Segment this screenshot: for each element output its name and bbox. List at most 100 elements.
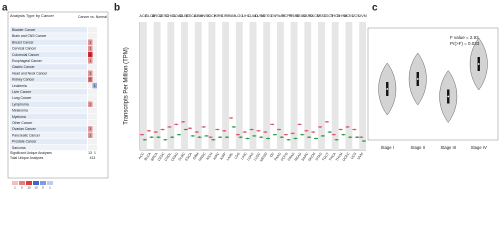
row-label: Lung Cancer — [12, 96, 32, 100]
legend-swatch — [47, 181, 53, 185]
footer-label: Significant Unique Analyses — [10, 151, 52, 155]
category-label: KIRC — [214, 14, 223, 18]
median-dot — [346, 126, 349, 128]
x-tick-label: PCPG — [280, 151, 289, 161]
category-label: GBM — [194, 14, 203, 18]
median-dot — [342, 133, 345, 136]
cell-value: 1 — [94, 84, 96, 88]
median-dot — [356, 136, 358, 139]
row-bg — [10, 70, 87, 76]
category-label: SARC — [303, 14, 314, 18]
cell-down — [92, 82, 97, 89]
row-label: Ovarian Cancer — [12, 127, 37, 131]
panel-label: c — [372, 3, 378, 14]
x-tick-label: UCS — [350, 151, 358, 160]
category-label: LUSC — [255, 14, 265, 18]
median-dot — [271, 123, 274, 126]
median-dot — [312, 131, 315, 133]
footer-value: 13 — [88, 151, 92, 155]
x-tick-label: Stage IV — [471, 145, 487, 150]
median-dot — [150, 136, 153, 139]
row-bg — [10, 132, 87, 138]
cell-bg — [88, 138, 97, 145]
category-label: PRAD — [289, 14, 300, 18]
category-label: LUAD — [248, 14, 258, 18]
x-tick-label: THYM — [335, 152, 344, 162]
category-label: LGG — [235, 14, 243, 18]
x-tick-label: KICH — [206, 151, 214, 160]
row-label: Esophageal Cancer — [12, 59, 43, 63]
median-dot — [353, 128, 356, 131]
category-label: ACC — [139, 14, 147, 18]
category-label: PCPG — [282, 14, 293, 18]
median-dot — [246, 137, 249, 140]
median-dot — [267, 137, 269, 140]
median-dot — [198, 136, 201, 139]
median-dot — [360, 136, 363, 139]
cell-value: 1 — [89, 59, 91, 63]
legend-label: 1 — [49, 185, 51, 189]
median-dot — [326, 120, 328, 123]
category-label: UCS — [352, 14, 360, 18]
category-label: ESCA — [186, 14, 197, 18]
x-tick-label: SARC — [301, 151, 310, 161]
median-dot — [319, 126, 322, 128]
cell-up — [88, 132, 93, 138]
row-label: Cervical Cancer — [12, 47, 37, 51]
annotation: F value = 2.93 — [450, 35, 479, 40]
x-tick-label: LIHC — [240, 151, 248, 160]
x-tick-label: THCA — [328, 151, 337, 161]
median-dot — [257, 129, 260, 132]
cell-bg — [88, 89, 97, 95]
median-dot — [264, 131, 267, 133]
row-label: Colorectal Cancer — [12, 53, 40, 57]
median-dot — [363, 140, 365, 142]
median-dot — [219, 136, 222, 139]
column-band — [167, 22, 175, 150]
median-dot — [164, 138, 167, 141]
column-band — [208, 22, 216, 150]
x-tick-label: GBM — [192, 152, 200, 161]
median-dot — [178, 133, 180, 136]
row-bg — [10, 107, 87, 114]
cell-bg — [88, 120, 97, 126]
median-dot — [305, 129, 308, 132]
median-dot — [212, 138, 215, 141]
x-tick-label: ESCA — [184, 151, 193, 161]
x-tick-label: Stage III — [440, 145, 456, 150]
median-dot — [216, 128, 219, 131]
row-label: Kidney Cancer — [12, 78, 35, 82]
cell-bg — [88, 101, 97, 107]
median-dot — [141, 133, 143, 136]
x-tick-label: KIRC — [212, 151, 220, 160]
median-dot — [191, 135, 194, 137]
median — [386, 88, 389, 90]
row-bg — [10, 126, 87, 132]
category-label: READ — [296, 14, 307, 18]
y-axis-title: Transcripts Per Million (TPM) — [124, 47, 130, 124]
category-label: TGCT — [323, 14, 334, 18]
category-label: HNSC — [200, 14, 211, 18]
median-dot — [284, 133, 287, 136]
median-dot — [161, 128, 164, 131]
median-dot — [301, 133, 304, 136]
x-tick-label: UCEC — [342, 151, 351, 162]
x-tick-label: LUAD — [246, 151, 255, 161]
row-label: Brain and CNS Cancer — [12, 34, 47, 38]
row-label: Sarcoma — [12, 146, 26, 150]
median-dot — [250, 128, 253, 131]
cell-value: 1 — [89, 102, 91, 106]
row-label: Leukemia — [12, 84, 27, 88]
category-label: THCA — [330, 14, 341, 18]
x-tick-label: MESO — [259, 152, 268, 163]
row-bg — [10, 39, 87, 45]
x-tick-label: UVM — [357, 152, 365, 161]
cell-bg — [88, 82, 97, 89]
column-band — [235, 22, 243, 150]
x-tick-label: CHOL — [164, 152, 173, 162]
row-bg — [10, 76, 87, 83]
legend-label: 1 — [14, 185, 16, 189]
median-dot — [143, 138, 146, 141]
median-dot — [298, 123, 301, 126]
row-bg — [10, 113, 87, 120]
